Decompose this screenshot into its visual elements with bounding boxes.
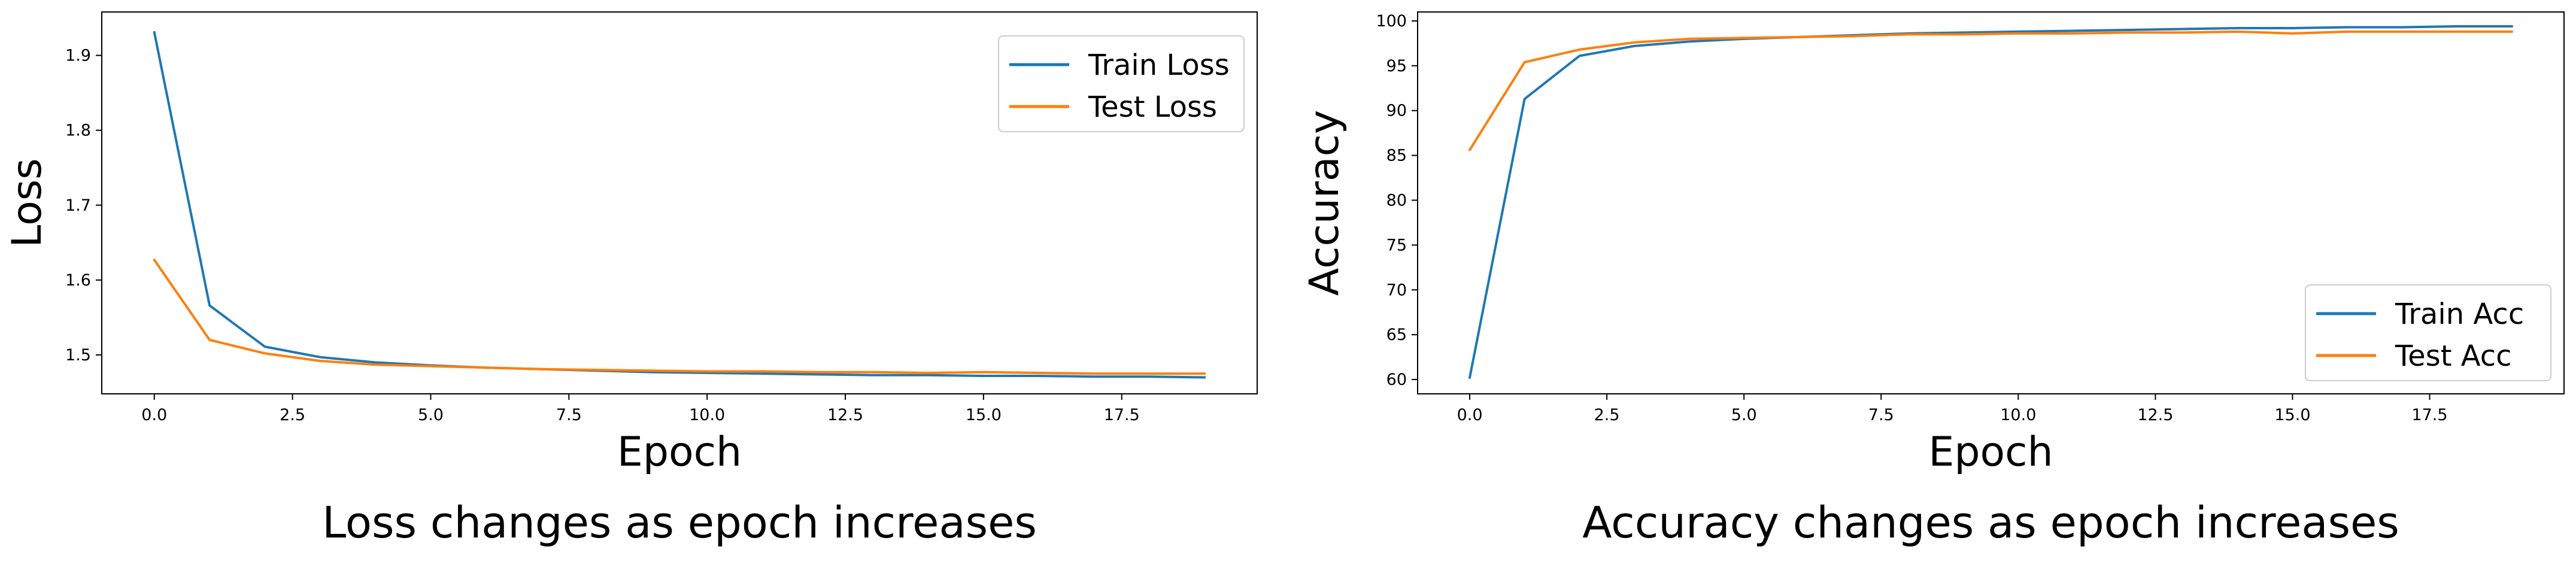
y-tick-label: 60 — [1386, 370, 1407, 389]
y-tick-label: 1.6 — [65, 271, 91, 290]
y-tick-label: 80 — [1386, 192, 1407, 210]
series-line-test-loss — [153, 259, 1206, 375]
x-tick-label: 10.0 — [2000, 406, 2036, 424]
chart-panel-1: 0.0 2.5 5.0 7.5 10.0 12.5 15.0 17.5 1.5 1.6 1.7 1.8… — [4, 11, 1258, 548]
y-tick-label: 85 — [1386, 147, 1407, 165]
chart-caption: Loss changes as epoch increases — [322, 497, 1037, 548]
y-axis-label: Accuracy — [1301, 110, 1348, 296]
x-tick-label: 12.5 — [827, 406, 863, 424]
y-tick-label: 90 — [1386, 102, 1407, 120]
x-tick-label: 7.5 — [556, 406, 582, 424]
x-tick-label: 2.5 — [280, 406, 305, 424]
legend-label: Train Acc — [2395, 297, 2524, 331]
x-tick-label: 10.0 — [689, 406, 725, 424]
y-tick-label: 65 — [1386, 326, 1407, 344]
y-tick-label: 100 — [1376, 12, 1407, 31]
x-tick-label: 0.0 — [141, 406, 167, 424]
x-axis-label: Epoch — [617, 429, 742, 476]
y-tick-label: 70 — [1386, 281, 1407, 299]
y-tick-label: 1.9 — [65, 47, 91, 65]
y-axis-label: Loss — [4, 158, 51, 247]
y-tick-label: 1.8 — [65, 122, 91, 140]
chart-panel-2: 0.0 2.5 5.0 7.5 10.0 12.5 15.0 17.5 60 65 70 75 80 85… — [1301, 11, 2565, 548]
y-tick-label: 95 — [1386, 57, 1407, 75]
y-tick-label: 1.5 — [65, 346, 91, 365]
x-axis-label: Epoch — [1928, 429, 2053, 476]
x-tick-label: 7.5 — [1868, 406, 1894, 424]
x-tick-label: 17.5 — [1104, 406, 1140, 424]
chart-caption: Accuracy changes as epoch increases — [1582, 497, 2399, 548]
x-tick-label: 17.5 — [2411, 406, 2447, 424]
x-tick-label: 15.0 — [966, 406, 1002, 424]
x-tick-label: 2.5 — [1594, 406, 1620, 424]
legend-label: Test Acc — [2395, 339, 2512, 373]
x-tick-label: 0.0 — [1457, 406, 1483, 424]
x-tick-label: 12.5 — [2137, 406, 2173, 424]
x-tick-label: 5.0 — [1731, 406, 1757, 424]
series-line-test-acc — [1468, 30, 2513, 151]
legend: Train Acc Test Acc — [2305, 284, 2551, 381]
legend-label: Train Loss — [1088, 48, 1230, 82]
plot-frame — [101, 11, 1258, 394]
y-tick-label: 75 — [1386, 236, 1407, 254]
plot-frame — [1417, 11, 2565, 394]
series-line-train-loss — [153, 31, 1206, 379]
y-tick-label: 1.7 — [65, 196, 91, 215]
x-tick-label: 5.0 — [418, 406, 444, 424]
series-line-train-acc — [1468, 25, 2513, 379]
legend-label: Test Loss — [1088, 90, 1217, 124]
legend: Train Loss Test Loss — [998, 35, 1245, 132]
x-tick-label: 15.0 — [2274, 406, 2310, 424]
